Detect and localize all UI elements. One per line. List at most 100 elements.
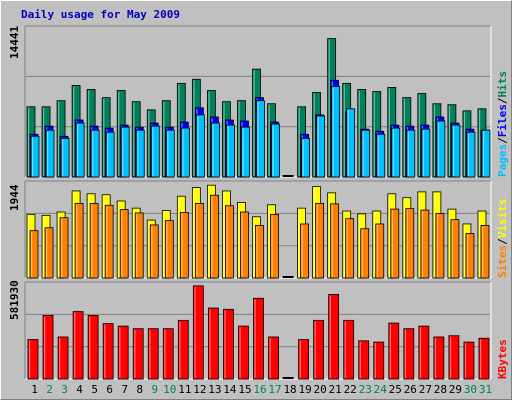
kbytes-bar-21-shade	[329, 295, 331, 378]
legend-sites: Sites	[496, 245, 509, 278]
sites-bar-31-shade	[481, 226, 484, 277]
pages-bar-20-shade	[317, 116, 319, 176]
hits-bar-31-shade	[478, 109, 481, 176]
pages-bar-8-shade	[137, 131, 139, 176]
sites-bar-25-shade	[391, 210, 393, 277]
day-label-21: 21	[329, 383, 342, 396]
sites-bar-8-shade	[136, 213, 138, 277]
hits-bar-30-shade	[463, 111, 466, 176]
sites-bar-13-shade	[211, 196, 213, 277]
pages-bar-26	[406, 129, 416, 178]
kbytes-bar-3-shade	[59, 337, 61, 378]
day-label-23: 23	[359, 383, 372, 396]
day-label-18: 18	[283, 383, 296, 396]
hits-bar-28-shade	[433, 104, 436, 176]
pages-bar-12-shade	[197, 115, 199, 176]
sites-bar-3	[59, 217, 69, 279]
sites-bar-19	[300, 223, 309, 279]
kbytes-bar-2	[42, 314, 54, 380]
visits-bar-10-shade	[163, 211, 165, 277]
pages-bar-13	[210, 122, 220, 178]
day-label-2: 2	[46, 383, 53, 396]
hits-bar-25-shade	[388, 88, 390, 176]
pages-bar-21-shade	[332, 87, 334, 176]
kbytes-bar-22-shade	[344, 321, 346, 378]
kbytes-bar-21	[328, 294, 340, 380]
ymax-label-kbytes: 581930	[8, 280, 21, 320]
sites-bar-8	[134, 212, 144, 279]
visits-bar-16-shade	[253, 217, 255, 277]
kbytes-bar-16-shade	[254, 299, 256, 378]
visits-bar-26-shade	[403, 198, 406, 277]
kbytes-bar-12-shade	[194, 286, 196, 378]
hits-bar-7-shade	[118, 91, 120, 176]
day-label-7: 7	[121, 383, 128, 396]
visits-bar-22-shade	[343, 212, 345, 277]
zero-bar-18	[282, 276, 294, 278]
zero-bar-18	[282, 377, 294, 379]
pages-bar-6	[105, 131, 115, 178]
kbytes-bar-29-shade	[449, 336, 452, 378]
sites-bar-22	[345, 218, 355, 279]
kbytes-bar-1-shade	[29, 340, 31, 378]
sites-bar-5	[89, 202, 99, 279]
sites-bar-20-shade	[316, 204, 318, 277]
sites-bar-6-shade	[106, 206, 108, 277]
sites-bar-28	[435, 213, 445, 279]
legend-kbytes: KBytes	[496, 339, 509, 379]
day-label-29: 29	[449, 383, 462, 396]
pages-bar-31	[481, 129, 491, 178]
day-label-20: 20	[314, 383, 327, 396]
pages-bar-27-shade	[422, 130, 425, 176]
sites-bar-17	[270, 213, 279, 279]
visits-bar-7-shade	[118, 201, 120, 277]
kbytes-bar-19	[298, 339, 309, 380]
visits-bar-3-shade	[58, 212, 60, 277]
kbytes-bar-6-shade	[104, 324, 106, 378]
hits-bar-5-shade	[88, 90, 90, 176]
pages-bar-5-shade	[92, 131, 94, 176]
chart-title: Daily usage for May 2009	[21, 8, 180, 21]
kbytes-bar-4-shade	[74, 312, 76, 378]
sites-bar-10	[164, 220, 174, 279]
ymax-label-hits: 14441	[8, 26, 21, 59]
sites-bar-31	[480, 224, 490, 279]
legend: Pages/Files/Hits	[496, 71, 509, 177]
pages-bar-28	[436, 120, 446, 178]
kbytes-bar-11-shade	[179, 321, 181, 378]
pages-bar-25-shade	[392, 129, 394, 176]
visits-bar-11-shade	[178, 197, 180, 277]
pages-bar-19	[301, 137, 310, 178]
legend-separator: /	[496, 238, 509, 245]
kbytes-bar-31	[478, 337, 490, 380]
visits-bar-15-shade	[238, 203, 240, 277]
day-label-31: 31	[479, 383, 492, 396]
kbytes-bar-8-shade	[134, 329, 136, 378]
hits-bar-24-shade	[373, 92, 375, 176]
day-label-4: 4	[76, 383, 83, 396]
visits-bar-31-shade	[478, 212, 481, 277]
pages-bar-30	[466, 131, 476, 178]
sites-bar-24-shade	[376, 224, 378, 277]
sites-bar-22-shade	[346, 219, 348, 277]
hits-bar-17-shade	[268, 104, 270, 176]
sites-bar-15-shade	[241, 212, 243, 277]
pages-bar-9	[150, 125, 160, 178]
hits-bar-14-shade	[223, 102, 225, 176]
pages-bar-8	[135, 129, 145, 178]
visits-bar-13-shade	[208, 186, 210, 277]
pages-bar-16	[256, 100, 265, 178]
pages-bar-27	[421, 128, 431, 178]
visits-bar-12-shade	[193, 188, 195, 277]
pages-bar-21	[331, 86, 341, 178]
pages-bar-15-shade	[242, 128, 244, 176]
visits-bar-8-shade	[133, 209, 135, 277]
legend-pages: Pages	[496, 144, 509, 177]
kbytes-bar-9	[147, 328, 159, 380]
legend-files: Files	[496, 104, 509, 137]
kbytes-bar-7-shade	[119, 327, 121, 378]
kbytes-bar-31-shade	[479, 339, 482, 378]
day-label-27: 27	[419, 383, 432, 396]
pages-bar-1-shade	[32, 137, 34, 176]
